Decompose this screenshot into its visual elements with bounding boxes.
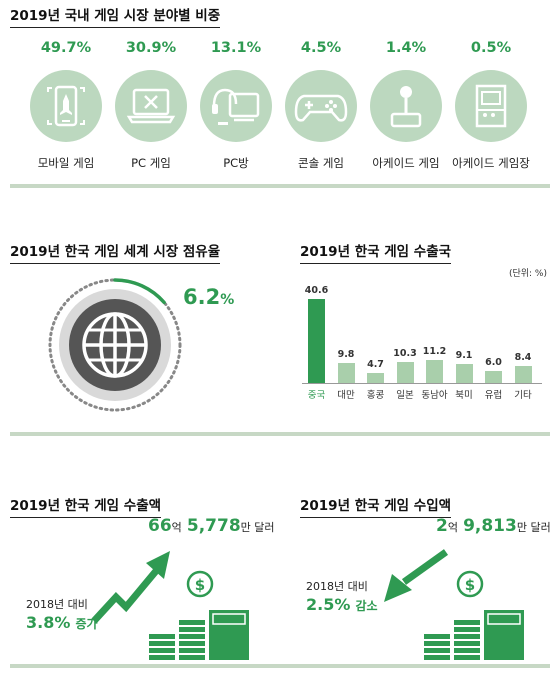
gamepad-icon <box>285 70 357 142</box>
pct-pcbang: 13.1% <box>210 40 262 56</box>
label-console: 콘솔 게임 <box>298 156 344 170</box>
bar-value-4: 11.2 <box>422 345 447 357</box>
chart-title: 2019년 한국 게임 수출국 <box>300 240 452 264</box>
chart-unit-note: (단위: %) <box>508 269 547 279</box>
bar-category-0: 중국 <box>307 390 326 401</box>
chart-baseline <box>302 383 542 384</box>
bar-6 <box>485 370 502 383</box>
section2-title: 2019년 한국 게임 세계 시장 점유율 <box>10 240 221 264</box>
bar-5 <box>455 364 473 383</box>
export-country-chart: 40.6 중국 9.8 대만 4.7 홍콩 10.3 일본 11.2 동남아 9.1 북미 6.0 유럽 8… <box>300 280 550 430</box>
bar-category-6: 유럽 <box>484 390 503 401</box>
label-pc: PC 게임 <box>131 156 171 170</box>
falling-arrow-icon <box>384 549 449 602</box>
bar-value-3: 10.3 <box>393 347 417 359</box>
bar-4 <box>426 359 443 383</box>
bar-category-3: 일본 <box>396 390 414 401</box>
share-arc <box>113 278 166 305</box>
globe-share-graphic <box>48 278 182 412</box>
label-arcade: 아케이드 게임 <box>372 156 440 170</box>
svg-text:$: $ <box>465 576 475 594</box>
label-pcbang: PC방 <box>223 156 249 170</box>
bar-1 <box>337 362 355 383</box>
pct-mobile: 49.7% <box>40 40 92 56</box>
bar-category-4: 동남아 <box>421 390 448 401</box>
bar-value-0: 40.6 <box>304 285 329 296</box>
bar-0 <box>308 299 325 383</box>
import-change: 2.5% 감소 <box>306 595 378 614</box>
share-value: 6.2% <box>183 285 235 309</box>
label-mobile: 모바일 게임 <box>37 156 95 170</box>
export-title: 2019년 한국 게임 수출액 <box>10 494 162 518</box>
money-stack-icon-2: $ <box>424 570 524 660</box>
import-amount: 2억 9,813만 달러 <box>436 516 551 536</box>
import-title: 2019년 한국 게임 수입액 <box>300 494 452 518</box>
bar-value-6: 6.0 <box>485 356 502 368</box>
money-stack-icon: $ <box>149 570 249 660</box>
pct-pc: 30.9% <box>125 40 177 56</box>
smartphone-icon <box>30 70 102 142</box>
svg-text:$: $ <box>195 576 205 594</box>
bar-2 <box>367 373 384 383</box>
bar-value-5: 9.1 <box>455 350 473 362</box>
pct-arcade: 1.4% <box>385 40 427 56</box>
bar-value-1: 9.8 <box>337 348 355 360</box>
label-arcade-hall: 아케이드 게임장 <box>452 156 530 170</box>
monitor-headset-icon <box>200 70 272 142</box>
bar-value-7: 8.4 <box>514 351 532 363</box>
bar-category-5: 북미 <box>455 390 473 401</box>
divider-1 <box>10 184 550 188</box>
bar-7 <box>514 365 532 383</box>
arcade-machine-icon <box>455 70 527 142</box>
bar-3 <box>396 361 414 383</box>
pct-arcade-hall: 0.5% <box>470 40 512 56</box>
import-compare-label: 2018년 대비 <box>306 580 368 593</box>
pct-console: 4.5% <box>300 40 342 56</box>
export-amount: 66억 5,778만 달러 <box>148 516 275 536</box>
bar-category-2: 홍콩 <box>366 390 385 401</box>
rising-arrow-icon <box>91 551 170 624</box>
joystick-icon <box>370 70 442 142</box>
divider-3 <box>10 664 550 668</box>
export-change: 3.8% 증가 <box>26 613 98 632</box>
divider-2 <box>10 432 550 436</box>
laptop-icon <box>115 70 187 142</box>
export-compare-label: 2018년 대비 <box>26 598 88 611</box>
bar-category-7: 기타 <box>514 390 532 401</box>
section1-title: 2019년 국내 게임 시장 분야별 비중 <box>10 4 221 28</box>
bar-value-2: 4.7 <box>367 359 384 371</box>
bar-category-1: 대만 <box>337 390 355 401</box>
